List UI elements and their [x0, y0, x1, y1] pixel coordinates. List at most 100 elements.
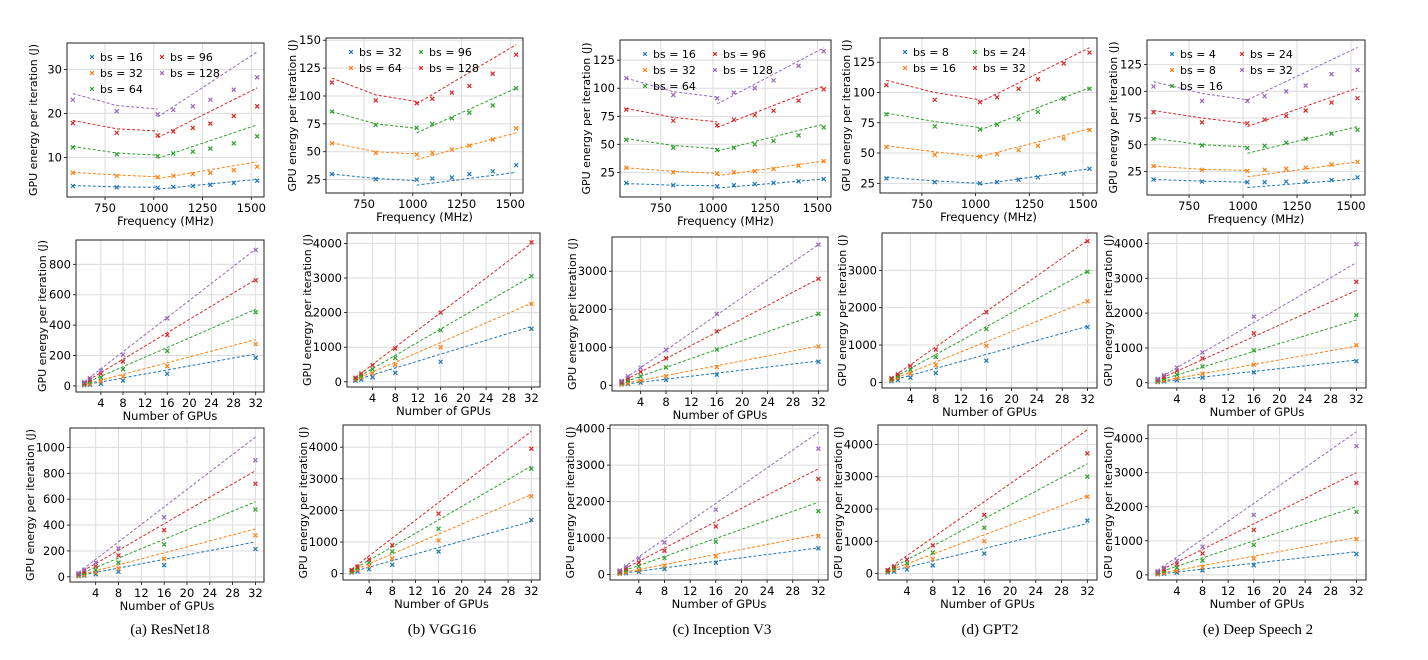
- data-point: [253, 341, 259, 347]
- legend-marker: [348, 49, 354, 55]
- legend-label: bs = 16: [653, 48, 696, 61]
- data-point: [771, 108, 776, 114]
- data-point: [253, 309, 259, 315]
- data-point: [981, 512, 987, 518]
- y-axis-label: GPU energy per iteration (J): [580, 42, 593, 194]
- fit-line-high: [1247, 161, 1358, 178]
- fit-line: [355, 302, 532, 380]
- data-point: [1251, 562, 1257, 568]
- legend-marker: [1169, 51, 1175, 57]
- x-tick-label: 20: [1272, 584, 1287, 598]
- x-tick-label: 1500: [1068, 197, 1097, 211]
- y-tick-label: 50: [600, 137, 615, 151]
- fit-line-low: [626, 77, 718, 98]
- data-point: [815, 508, 821, 514]
- fit-line: [621, 345, 819, 385]
- axes-frame: [1147, 232, 1367, 389]
- data-point: [1251, 556, 1257, 561]
- y-tick-label: 100: [853, 85, 875, 99]
- data-point: [70, 97, 76, 103]
- legend-marker: [418, 65, 424, 71]
- data-point: [619, 378, 624, 384]
- x-tick-label: 1500: [496, 197, 525, 211]
- axes-frame: [879, 37, 1098, 194]
- data-point: [1035, 76, 1041, 82]
- fit-line: [1157, 472, 1357, 573]
- data-point: [170, 184, 176, 190]
- data-point: [1084, 518, 1090, 524]
- data-point: [392, 346, 398, 352]
- data-point: [1084, 450, 1090, 456]
- data-point: [1262, 93, 1268, 99]
- data-point: [161, 556, 167, 562]
- data-point: [1035, 143, 1041, 149]
- fit-line-low: [331, 142, 417, 155]
- data-point: [466, 110, 472, 116]
- data-point: [752, 168, 758, 174]
- data-point: [490, 168, 496, 174]
- fit-line-low: [331, 77, 417, 103]
- data-point: [1200, 544, 1205, 550]
- data-point: [994, 179, 1000, 185]
- legend-marker: [1169, 83, 1175, 89]
- data-point: [1355, 95, 1360, 101]
- x-tick-label: 28: [785, 584, 800, 598]
- fit-line: [619, 431, 819, 571]
- data-point: [93, 571, 99, 577]
- data-point: [662, 548, 667, 554]
- data-point: [816, 311, 821, 317]
- legend-label: bs = 4: [1180, 48, 1216, 61]
- data-point: [490, 137, 496, 142]
- legend-label: bs = 16: [1180, 80, 1223, 93]
- data-point: [207, 182, 213, 188]
- axes-frame: [1147, 424, 1367, 581]
- data-point: [816, 242, 821, 248]
- data-point: [1174, 558, 1180, 564]
- data-point: [821, 158, 827, 164]
- data-point: [714, 183, 720, 189]
- data-point: [1200, 375, 1205, 380]
- y-axis-label: GPU energy per iteration (J): [566, 238, 579, 390]
- data-point: [93, 560, 99, 566]
- y-tick-label: 125: [853, 55, 875, 69]
- data-point: [714, 122, 720, 128]
- data-point: [904, 557, 910, 562]
- y-tick-label: 3000: [1114, 466, 1143, 480]
- y-tick-label: 0: [64, 379, 71, 393]
- data-point: [1200, 371, 1205, 377]
- y-tick-label: 600: [43, 492, 65, 506]
- x-tick-label: 28: [226, 396, 241, 410]
- data-point: [1262, 167, 1268, 173]
- data-point: [908, 371, 913, 377]
- fit-line: [891, 240, 1088, 379]
- data-point: [1200, 558, 1205, 564]
- x-tick-label: 16: [708, 584, 723, 598]
- data-point: [815, 545, 821, 551]
- data-point: [355, 564, 360, 569]
- data-point: [933, 347, 939, 352]
- data-point: [771, 166, 776, 172]
- x-tick-label: 32: [524, 391, 539, 405]
- fit-line: [83, 248, 257, 383]
- fit-line: [621, 278, 819, 383]
- data-point: [1303, 179, 1309, 185]
- data-point: [1244, 120, 1250, 126]
- legend-marker: [159, 54, 165, 60]
- data-point: [114, 108, 120, 114]
- x-tick-label: 4: [1173, 392, 1180, 406]
- data-point: [670, 169, 676, 175]
- x-tick-label: 32: [1349, 584, 1364, 598]
- data-point: [821, 125, 827, 130]
- data-point: [1061, 96, 1067, 101]
- fit-line-low: [72, 171, 158, 178]
- x-tick-label: 20: [735, 395, 750, 409]
- legend-label: bs = 32: [359, 46, 402, 59]
- x-tick-label: 28: [501, 584, 516, 598]
- data-point: [190, 183, 196, 189]
- data-point: [370, 362, 375, 368]
- data-point: [1244, 179, 1250, 185]
- data-point: [981, 538, 987, 544]
- legend-marker: [159, 70, 165, 76]
- fit-line-low: [331, 111, 417, 129]
